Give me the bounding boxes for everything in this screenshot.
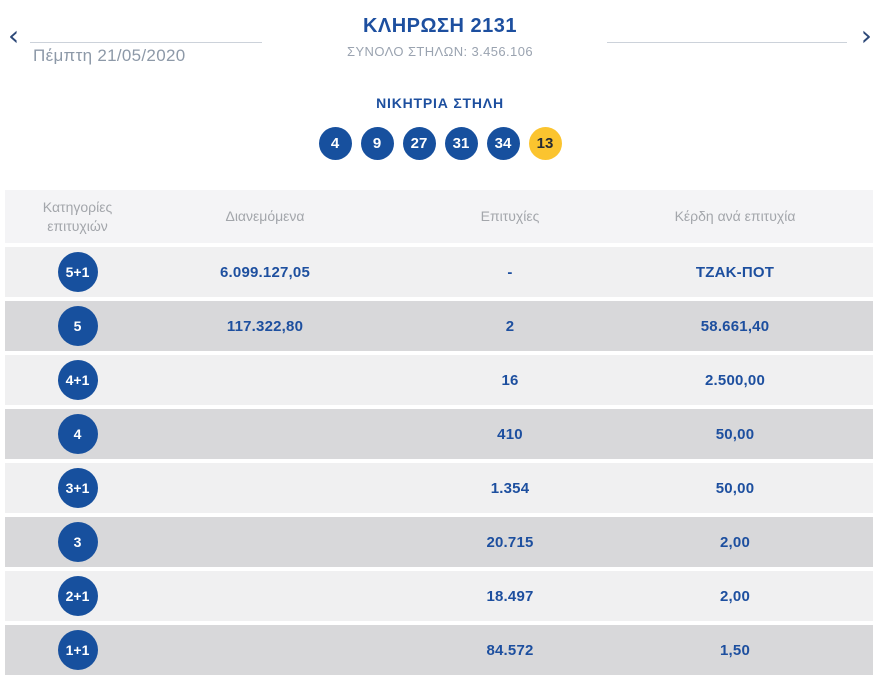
category-badge: 5 (57, 306, 98, 346)
winning-number-ball: 27 (402, 127, 436, 160)
winning-numbers: 4 9 27 31 34 13 (0, 127, 880, 160)
results-table: Κατηγορίες επιτυχιών Διανεμόμενα Επιτυχί… (5, 190, 873, 675)
winners-value: 16 (501, 371, 519, 389)
table-row: 5 117.322,80 2 58.661,40 (5, 301, 873, 351)
table-row: 4+1 16 2.500,00 (5, 355, 873, 405)
winners-value: 20.715 (486, 533, 534, 551)
winning-number-ball: 34 (486, 127, 520, 160)
prize-value: ΤΖΑΚ-ΠΟΤ (695, 263, 775, 281)
column-header-prize: Κέρδη ανά επιτυχία (674, 208, 796, 225)
category-badge: 1+1 (57, 630, 98, 670)
category-badge: 2+1 (57, 576, 98, 616)
prize-value: 2,00 (720, 587, 750, 605)
next-draw-chevron-icon[interactable]: › (860, 19, 872, 52)
category-badge: 3+1 (57, 468, 98, 508)
table-row: 3 20.715 2,00 (5, 517, 873, 567)
left-divider-line (30, 42, 262, 43)
table-row: 4 410 50,00 (5, 409, 873, 459)
prize-value: 1,50 (720, 641, 750, 659)
category-badge: 5+1 (57, 252, 98, 292)
prize-value: 50,00 (715, 425, 755, 443)
winners-value: 1.354 (490, 479, 530, 497)
prize-value: 2.500,00 (705, 371, 765, 389)
category-badge: 3 (57, 522, 98, 562)
column-header-distributed: Διανεμόμενα (225, 208, 305, 225)
prize-value: 50,00 (715, 479, 755, 497)
prize-value: 58.661,40 (700, 317, 770, 335)
prize-value: 2,00 (720, 533, 750, 551)
winners-value: 2 (505, 317, 515, 335)
table-row: 5+1 6.099.127,05 - ΤΖΑΚ-ΠΟΤ (5, 247, 873, 297)
column-header-winners: Επιτυχίες (480, 208, 540, 225)
winners-value: 410 (497, 425, 523, 443)
previous-draw-chevron-icon[interactable]: ‹ (8, 19, 20, 52)
table-header-row: Κατηγορίες επιτυχιών Διανεμόμενα Επιτυχί… (5, 190, 873, 243)
draw-navigation: ‹ Πέμπτη 21/05/2020 ΚΛΗΡΩΣΗ 2131 ΣΥΝΟΛΟ … (0, 0, 880, 75)
draw-title: ΚΛΗΡΩΣΗ 2131 (362, 15, 518, 37)
winners-value: 84.572 (486, 641, 534, 659)
winning-number-ball: 4 (318, 127, 352, 160)
bonus-number-ball: 13 (528, 127, 562, 160)
winners-value: 18.497 (486, 587, 534, 605)
right-divider-line (607, 42, 847, 43)
winning-column-heading: ΝΙΚΗΤΡΙΑ ΣΤΗΛΗ (376, 95, 504, 111)
table-row: 3+1 1.354 50,00 (5, 463, 873, 513)
category-badge: 4 (57, 414, 98, 454)
winning-number-ball: 31 (444, 127, 478, 160)
table-row: 2+1 18.497 2,00 (5, 571, 873, 621)
winners-value: - (507, 263, 513, 281)
table-row: 1+1 84.572 1,50 (5, 625, 873, 675)
total-columns-subtitle: ΣΥΝΟΛΟ ΣΤΗΛΩΝ: 3.456.106 (347, 44, 533, 59)
column-header-categories: Κατηγορίες επιτυχιών (42, 199, 113, 234)
distributed-value: 117.322,80 (226, 317, 304, 335)
draw-date: Πέμπτη 21/05/2020 (33, 46, 186, 65)
distributed-value: 6.099.127,05 (220, 263, 310, 281)
winning-number-ball: 9 (360, 127, 394, 160)
category-badge: 4+1 (57, 360, 98, 400)
